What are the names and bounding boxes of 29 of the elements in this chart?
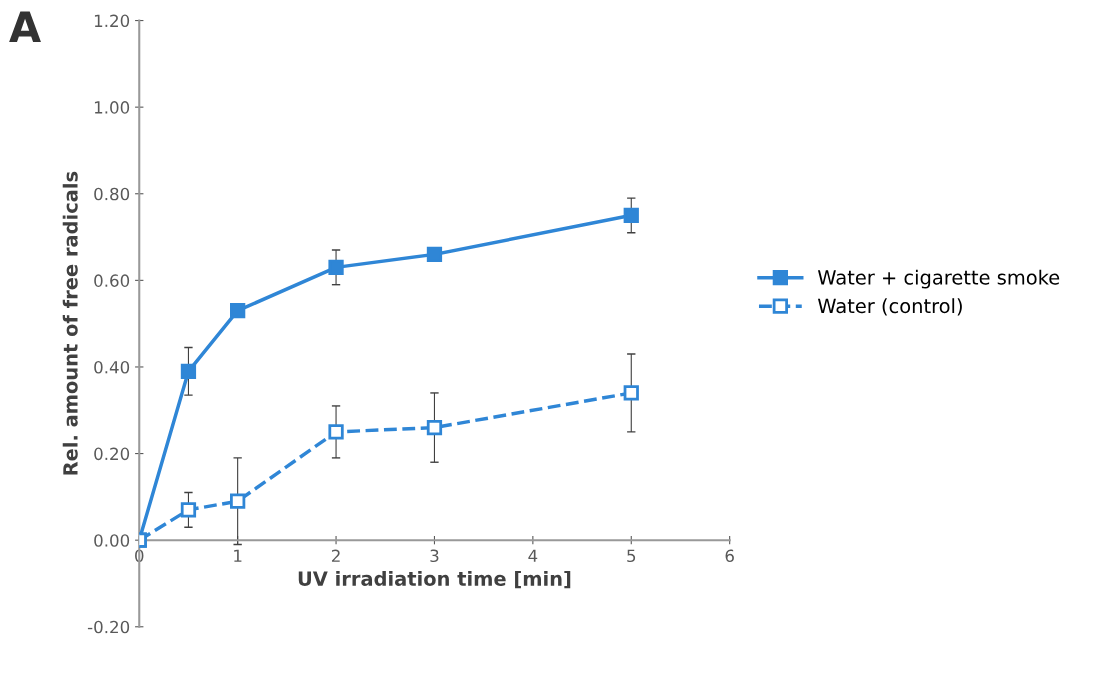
- point: [180, 502, 197, 518]
- point: [230, 493, 246, 509]
- legend-label: Water (control): [817, 298, 962, 316]
- point: [328, 259, 344, 276]
- point: [623, 385, 639, 401]
- y-axis-title: Rel. amount of free radicals: [62, 171, 78, 475]
- point: [230, 303, 246, 319]
- y-tick-label: 1.20: [94, 14, 130, 28]
- x-tick-label: 2: [331, 549, 340, 562]
- y-tick-label: 0.20: [94, 447, 130, 461]
- legend-label: Water + cigarette smoke: [817, 269, 1060, 289]
- x-tick-label: 4: [528, 549, 538, 562]
- point: [623, 207, 639, 224]
- y-tick-label: 0.40: [94, 360, 130, 374]
- y-tick-label: 0.80: [94, 187, 130, 201]
- x-axis-title: UV irradiation time [min]: [298, 570, 571, 589]
- y-tick-label: 0.00: [94, 534, 130, 547]
- point: [426, 246, 443, 263]
- point: [426, 419, 443, 436]
- y-tick-label: 0.60: [94, 274, 130, 287]
- x-tick-label: 1: [234, 549, 242, 562]
- y-tick-label: 1.00: [94, 101, 130, 114]
- y-tick-label: -0.20: [87, 620, 130, 634]
- point: [180, 363, 197, 379]
- x-tick-label: 3: [430, 549, 439, 563]
- x-tick-label: 6: [725, 549, 734, 563]
- x-tick-label: 5: [627, 549, 636, 563]
- point: [328, 424, 344, 440]
- text: A: [9, 11, 41, 42]
